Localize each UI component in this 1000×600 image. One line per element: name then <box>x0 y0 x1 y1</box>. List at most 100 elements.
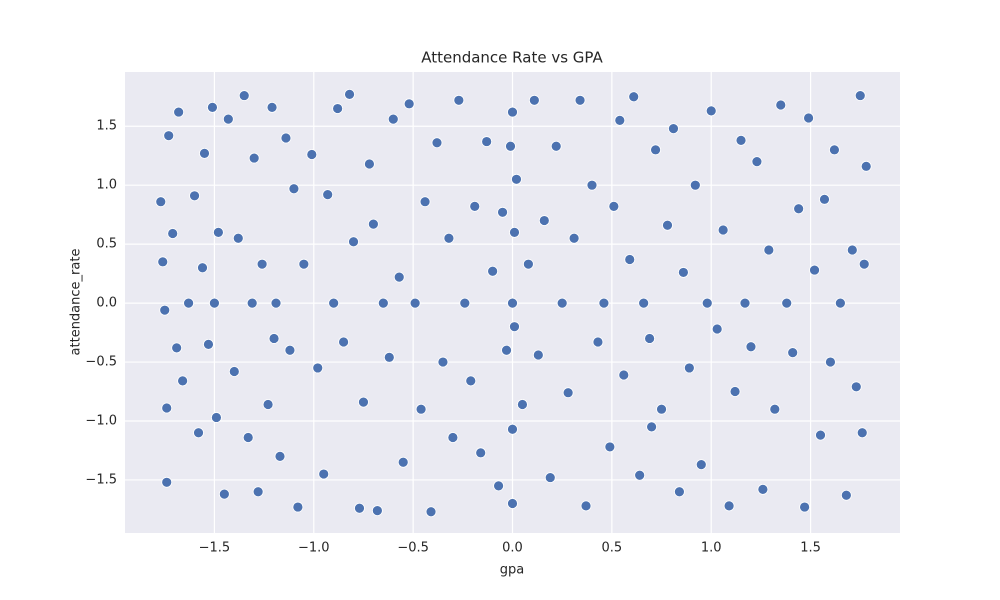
point <box>775 99 787 111</box>
point <box>159 304 171 316</box>
point <box>614 114 626 126</box>
point <box>586 179 598 191</box>
point <box>397 456 409 468</box>
point <box>387 113 399 125</box>
point <box>332 103 344 114</box>
point <box>155 196 167 208</box>
point <box>840 489 852 501</box>
point <box>538 215 550 226</box>
point <box>677 267 689 278</box>
point <box>203 338 214 350</box>
point <box>751 156 763 168</box>
point <box>256 258 268 270</box>
point <box>825 356 836 368</box>
point <box>246 297 258 309</box>
x-tick-label: −1.5 <box>199 541 231 556</box>
points <box>155 89 872 518</box>
point <box>298 258 310 270</box>
point <box>793 203 805 215</box>
point <box>695 459 707 471</box>
point <box>171 342 183 354</box>
point <box>242 432 254 443</box>
point <box>568 232 580 244</box>
point <box>509 321 520 333</box>
y-tick-label: 1.5 <box>96 119 117 134</box>
point <box>292 501 304 513</box>
point <box>367 218 379 230</box>
x-axis-label: gpa <box>500 563 524 578</box>
point <box>419 196 431 208</box>
point <box>656 403 667 415</box>
point <box>501 344 512 356</box>
point <box>505 140 516 152</box>
y-tick-label: 0.5 <box>96 237 117 252</box>
point <box>850 381 862 393</box>
point <box>475 447 487 459</box>
point <box>288 183 300 195</box>
point <box>781 297 793 309</box>
point <box>199 147 210 159</box>
point <box>562 387 574 399</box>
point <box>729 386 741 397</box>
point <box>854 90 866 101</box>
point <box>322 189 334 201</box>
point <box>532 349 544 361</box>
y-axis-label: attendance_rate <box>69 249 84 356</box>
point <box>447 432 459 443</box>
point <box>459 297 471 309</box>
point <box>163 130 175 142</box>
point <box>197 262 208 274</box>
point <box>544 472 556 483</box>
point <box>574 94 586 106</box>
point <box>628 91 640 103</box>
point <box>318 468 330 480</box>
point <box>769 403 781 415</box>
point <box>735 134 747 146</box>
point <box>167 228 179 239</box>
point <box>228 366 240 377</box>
point <box>846 244 858 256</box>
point <box>354 502 365 514</box>
point <box>306 149 318 160</box>
point <box>763 244 775 256</box>
point <box>668 123 679 134</box>
point <box>266 101 278 113</box>
y-tick-label: −0.5 <box>85 355 117 370</box>
point <box>409 297 421 309</box>
point <box>745 341 757 353</box>
point <box>507 106 518 118</box>
point <box>161 402 173 414</box>
point <box>674 486 685 498</box>
point <box>403 98 415 110</box>
point <box>209 297 220 309</box>
point <box>393 271 405 283</box>
point <box>608 201 620 212</box>
point <box>705 105 717 117</box>
point <box>443 232 455 244</box>
point <box>580 500 592 512</box>
point <box>511 173 522 185</box>
point <box>425 506 437 518</box>
point <box>211 412 222 423</box>
point <box>212 226 224 238</box>
point <box>270 297 282 309</box>
chart-title: Attendance Rate vs GPA <box>421 49 603 67</box>
point <box>634 469 646 481</box>
point <box>238 90 250 101</box>
point <box>509 226 520 238</box>
point <box>723 500 735 512</box>
point <box>598 297 610 309</box>
point <box>815 429 826 441</box>
point <box>338 336 349 348</box>
point <box>222 113 234 125</box>
point <box>683 362 695 374</box>
point <box>487 265 499 277</box>
point <box>717 224 729 236</box>
point <box>348 236 359 248</box>
point <box>437 356 449 368</box>
point <box>218 488 230 500</box>
y-tick-label: −1.5 <box>85 472 117 487</box>
x-tick-label: 1.0 <box>701 541 722 556</box>
point <box>280 132 292 144</box>
